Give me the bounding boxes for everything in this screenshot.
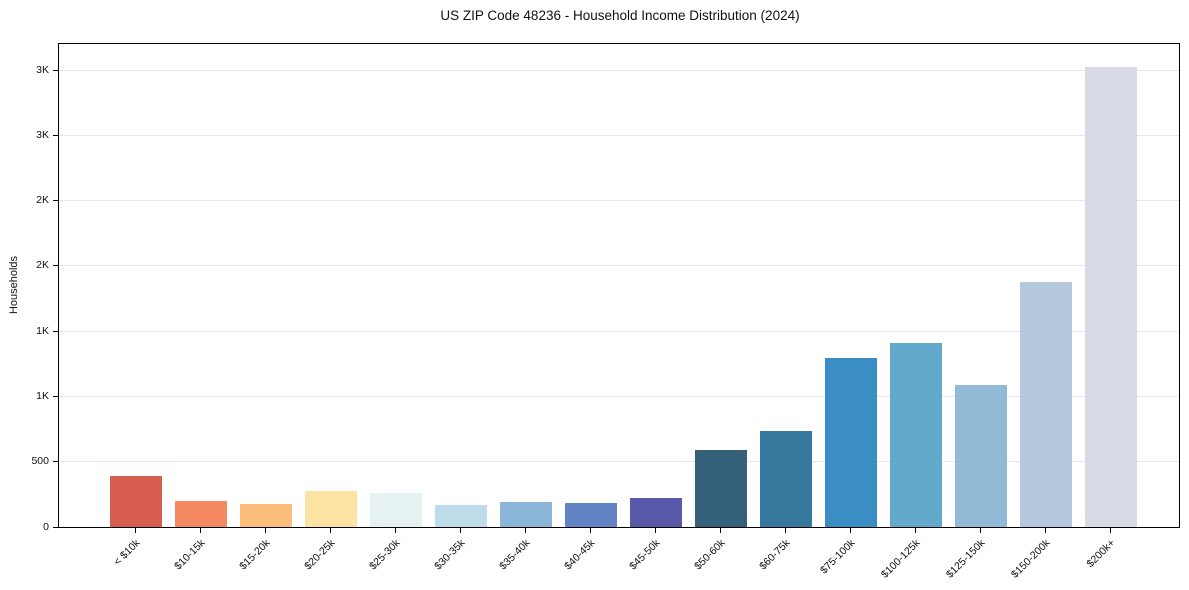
- bar-10-15k: [174, 500, 227, 527]
- bar-slot-45-50k: [623, 44, 688, 527]
- y-tick-mark: [53, 265, 58, 267]
- bar-60-75k: [759, 430, 812, 527]
- x-tick-mark: [720, 528, 721, 533]
- x-tick-mark: [980, 528, 981, 533]
- bar-slot-60-75k: [753, 44, 818, 527]
- x-tick-label-10k: < $10k: [110, 537, 142, 568]
- bar-slot-25-30k: [363, 44, 428, 527]
- chart-title: US ZIP Code 48236 - Household Income Dis…: [440, 8, 800, 23]
- x-tick-mark: [655, 528, 656, 533]
- bar-slot-200k: [1078, 44, 1143, 527]
- y-tick-mark: [53, 200, 58, 202]
- y-tick-mark: [53, 330, 58, 332]
- bar-slot-15-20k: [233, 44, 298, 527]
- y-tick-mark: [53, 526, 58, 528]
- x-tick-mark: [1110, 528, 1111, 533]
- y-tick-label: 1K: [36, 324, 49, 337]
- gridline-3000: [59, 134, 1179, 136]
- gridline-500: [59, 461, 1179, 463]
- y-tick-label: 2K: [36, 194, 49, 207]
- y-tick-label: 2K: [36, 259, 49, 272]
- y-tick-label: 3K: [36, 63, 49, 76]
- y-tick-label: 500: [31, 455, 49, 468]
- bar-100-125k: [889, 342, 942, 527]
- x-tick-mark: [460, 528, 461, 533]
- bar-40-45k: [564, 502, 617, 527]
- bar-10k: [109, 476, 162, 527]
- bar-15-20k: [239, 503, 292, 527]
- y-tick-mark: [53, 69, 58, 71]
- x-tick-mark: [785, 528, 786, 533]
- x-tick-mark: [850, 528, 851, 533]
- bar-35-40k: [499, 501, 552, 527]
- y-tick-mark: [53, 461, 58, 463]
- bar-20-25k: [304, 491, 357, 527]
- bar-25-30k: [369, 493, 422, 527]
- gridline-1500: [59, 330, 1179, 332]
- x-tick-mark: [915, 528, 916, 533]
- bar-slot-75-100k: [818, 44, 883, 527]
- x-tick-mark: [1045, 528, 1046, 533]
- bar-150-200k: [1019, 281, 1072, 527]
- plot-area: [58, 43, 1180, 528]
- x-tick-mark: [330, 528, 331, 533]
- bar-200k: [1084, 66, 1137, 527]
- bar-slot-100-125k: [883, 44, 948, 527]
- gridline-1000: [59, 395, 1179, 397]
- bar-slot-10k: [103, 44, 168, 527]
- bar-slot-150-200k: [1013, 44, 1078, 527]
- y-tick-mark: [53, 395, 58, 397]
- bar-slot-35-40k: [493, 44, 558, 527]
- bar-slot-50-60k: [688, 44, 753, 527]
- y-tick-label: 1K: [36, 389, 49, 402]
- bar-75-100k: [824, 358, 877, 527]
- x-tick-mark: [265, 528, 266, 533]
- x-tick-mark: [525, 528, 526, 533]
- y-tick-mark: [53, 134, 58, 136]
- y-tick-label: 3K: [36, 128, 49, 141]
- bar-slot-20-25k: [298, 44, 363, 527]
- bar-30-35k: [434, 505, 487, 527]
- bars-layer: [103, 44, 1143, 527]
- bar-45-50k: [629, 498, 682, 527]
- bar-slot-125-150k: [948, 44, 1013, 527]
- gridline-2500: [59, 200, 1179, 202]
- bar-slot-30-35k: [428, 44, 493, 527]
- bar-50-60k: [694, 449, 747, 527]
- y-tick-label: 0: [43, 520, 49, 533]
- bar-125-150k: [954, 385, 1007, 527]
- x-tick-mark: [135, 528, 136, 533]
- gridline-2000: [59, 265, 1179, 267]
- x-tick-mark: [395, 528, 396, 533]
- x-tick-mark: [590, 528, 591, 533]
- bar-slot-10-15k: [168, 44, 233, 527]
- bar-slot-40-45k: [558, 44, 623, 527]
- x-tick-mark: [200, 528, 201, 533]
- gridline-3500: [59, 69, 1179, 71]
